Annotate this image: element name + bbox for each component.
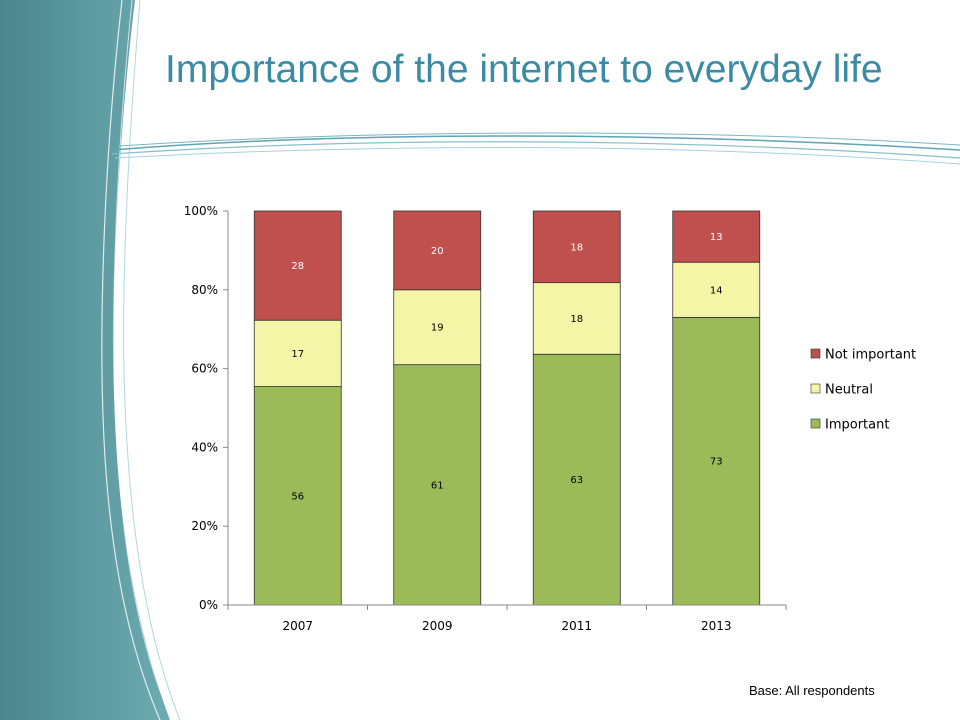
data-label: 73	[710, 457, 723, 468]
data-label: 17	[291, 349, 304, 360]
data-label: 28	[291, 261, 304, 272]
bars: 56 17 28 61 19 20 63 18 18 73 14 13	[253, 210, 761, 606]
data-label: 61	[431, 480, 444, 491]
bar-segment-important	[393, 364, 482, 606]
bar-segment-neutral	[532, 282, 621, 355]
bar-segment-not-important	[253, 210, 342, 321]
sidebar-curve	[101, 0, 161, 720]
x-tick-label: 2007	[282, 619, 313, 633]
bar-segment-important	[672, 316, 761, 606]
bar-segment-neutral	[393, 289, 482, 366]
header-swoosh	[111, 141, 960, 159]
y-tick-label: 40%	[191, 440, 218, 454]
bar-segment-not-important	[672, 210, 761, 263]
legend-label: Important	[825, 418, 889, 433]
header-swoosh	[111, 135, 960, 151]
legend-label: Neutral	[825, 383, 873, 398]
data-label: 18	[570, 314, 583, 325]
header-swoosh	[114, 147, 960, 165]
data-label: 20	[431, 246, 444, 257]
data-label: 18	[570, 242, 583, 253]
header-swoosh	[117, 132, 960, 147]
y-tick-label: 20%	[191, 519, 218, 533]
y-tick-label: 100%	[184, 204, 218, 218]
sidebar-curve	[123, 0, 181, 720]
data-label: 63	[570, 475, 583, 486]
legend-swatch	[810, 348, 821, 359]
data-label: 19	[431, 323, 444, 334]
sidebar-curve	[113, 0, 173, 720]
base-note: Base: All respondents	[749, 683, 875, 698]
sidebar-band	[0, 0, 170, 720]
x-axis: 2007 2009 2011 2013	[227, 604, 787, 633]
bar-segment-not-important	[393, 210, 482, 291]
slide-title: Importance of the internet to everyday l…	[165, 48, 883, 91]
bar-segment-not-important	[532, 210, 621, 284]
legend-swatch	[810, 383, 821, 394]
y-axis: 0% 20% 40% 60% 80% 100%	[184, 204, 229, 612]
y-tick-label: 80%	[191, 283, 218, 297]
bar-segment-important	[532, 353, 621, 606]
bar-segment-neutral	[672, 261, 761, 318]
legend: Not important Neutral Important	[810, 348, 916, 433]
y-tick-label: 60%	[191, 362, 218, 376]
data-label: 14	[710, 285, 723, 296]
data-label: 13	[710, 232, 723, 243]
legend-label: Not important	[825, 348, 916, 363]
legend-swatch	[810, 418, 821, 429]
x-tick-label: 2009	[422, 619, 453, 633]
x-tick-label: 2013	[701, 619, 732, 633]
x-tick-label: 2011	[561, 619, 592, 633]
data-label: 56	[291, 491, 304, 502]
y-tick-label: 0%	[199, 598, 218, 612]
